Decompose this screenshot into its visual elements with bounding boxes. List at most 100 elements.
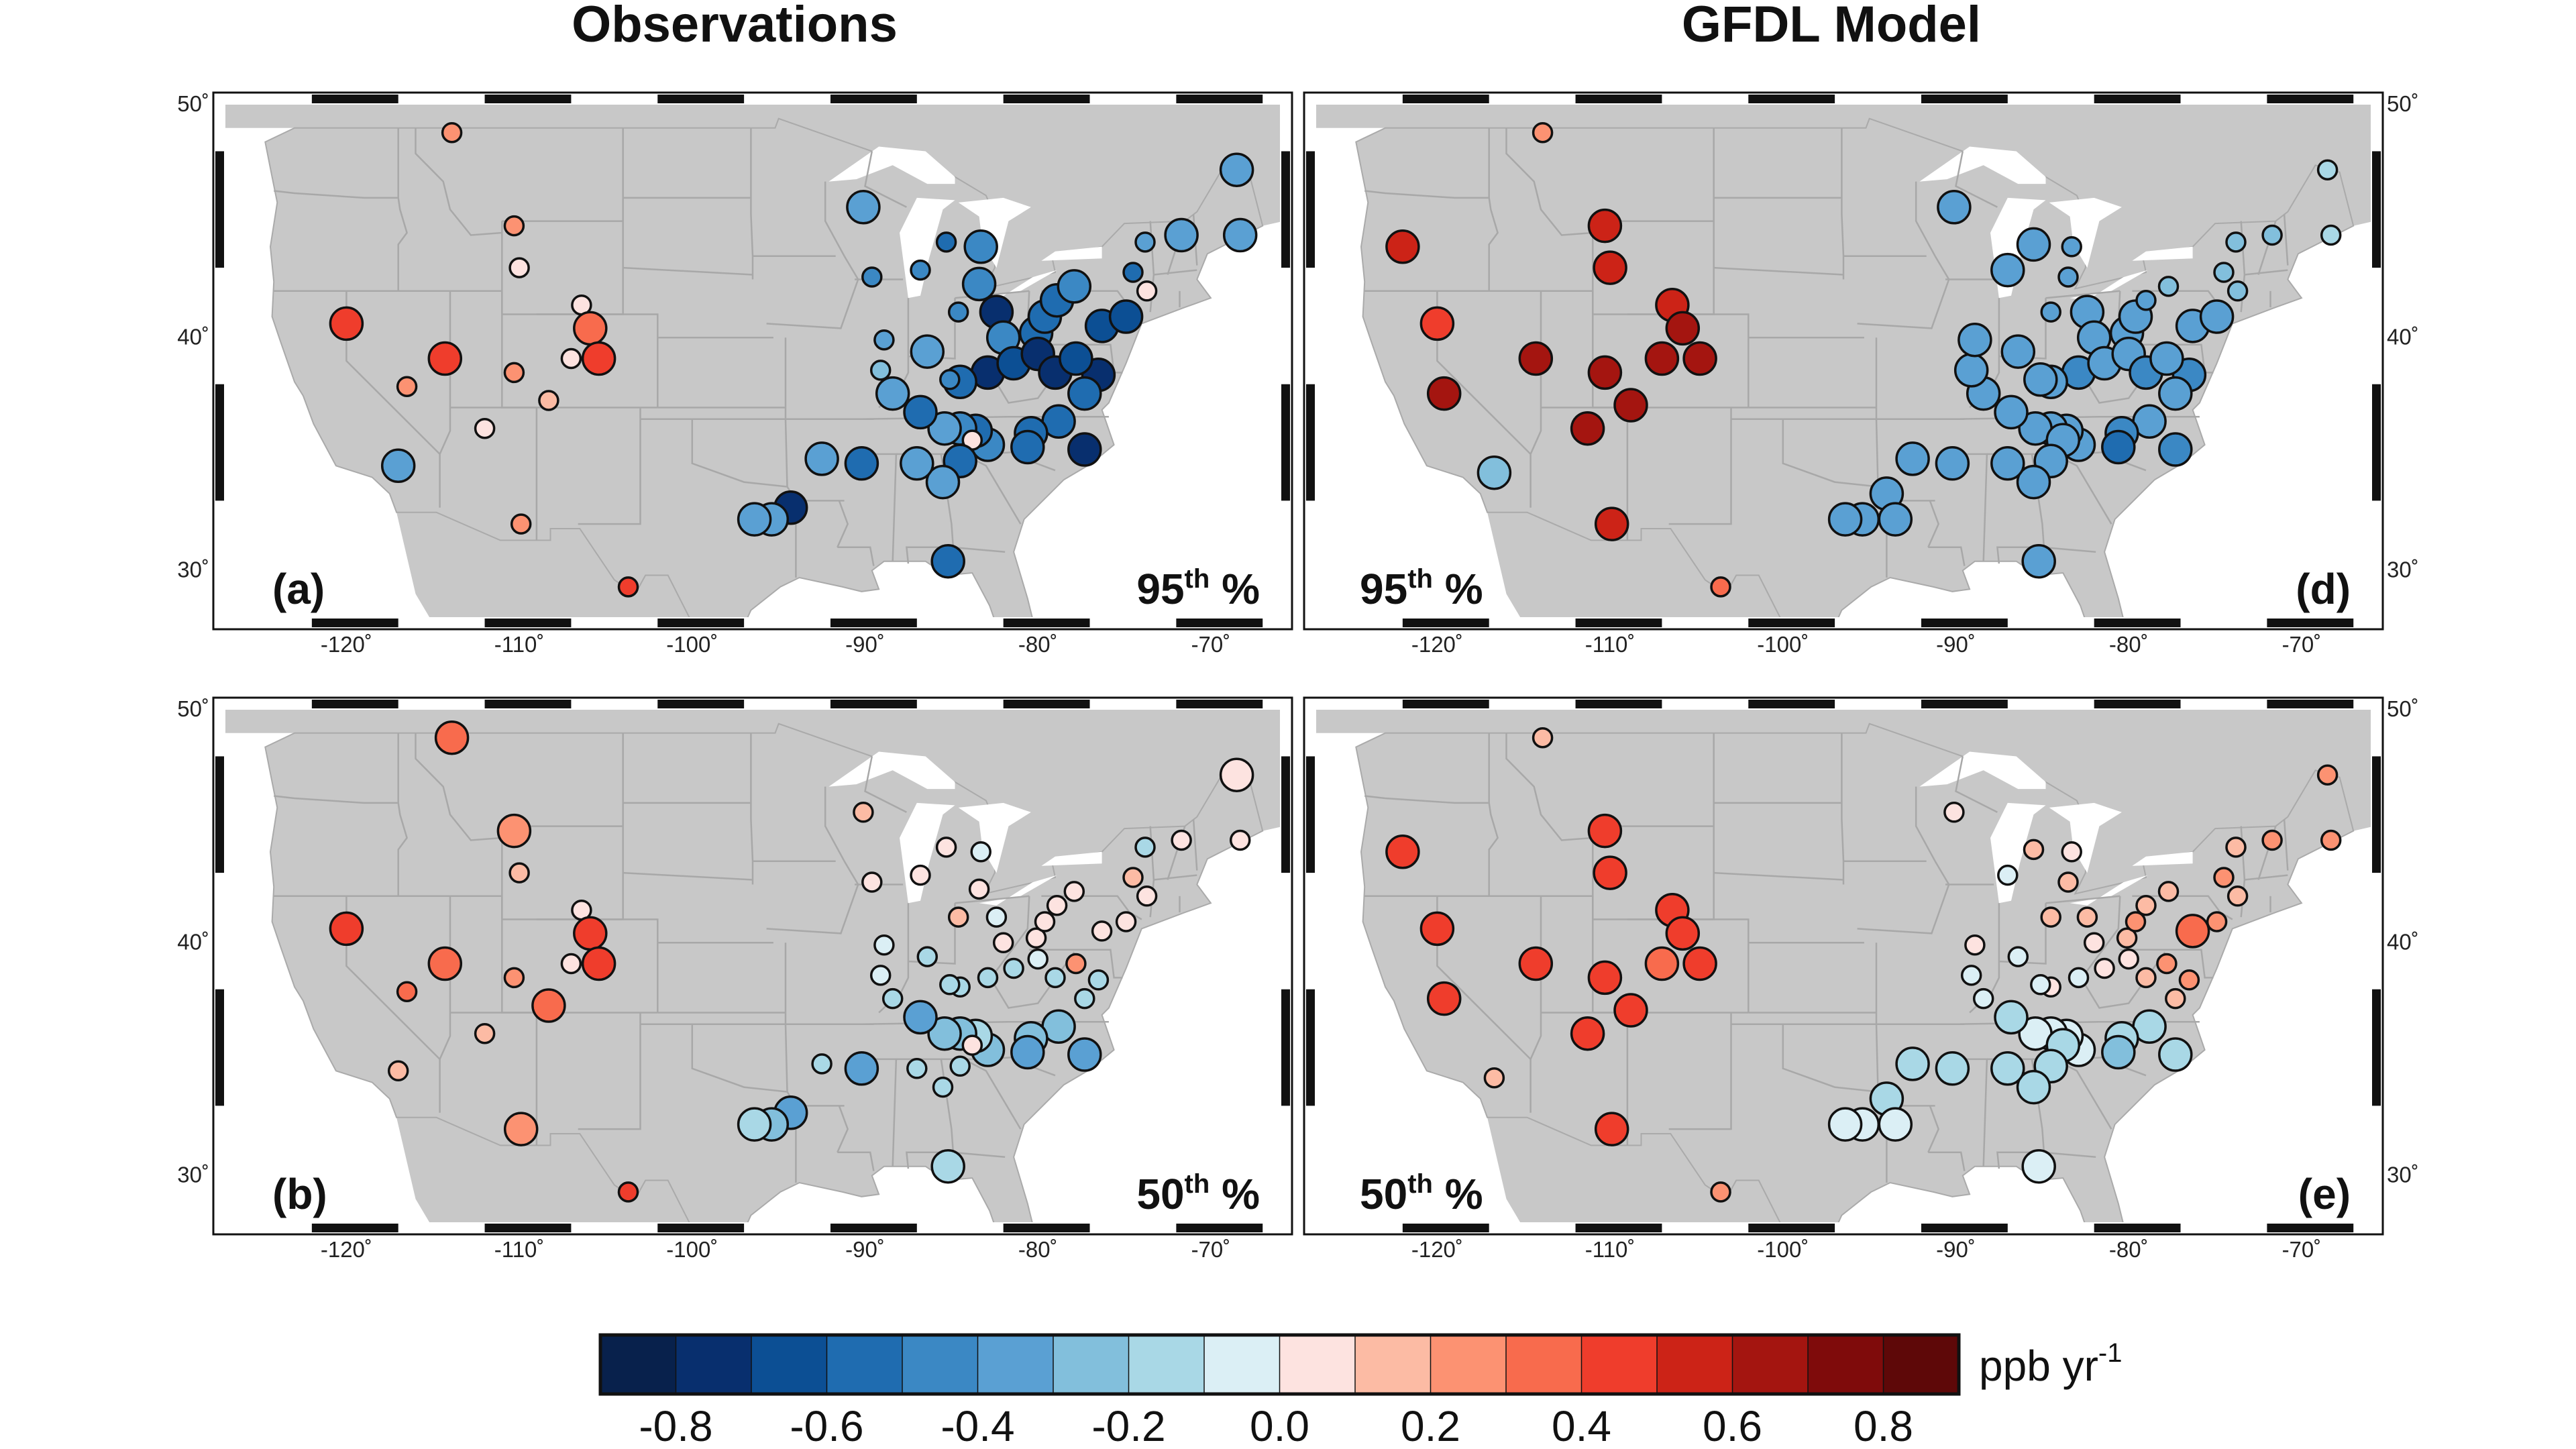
station-marker [2261, 224, 2283, 246]
state-border [1529, 896, 1542, 1060]
frame-segment [1748, 1224, 1835, 1232]
frame-segment [657, 619, 745, 627]
station-marker [2076, 906, 2098, 928]
station-marker [617, 576, 639, 598]
station-marker [1593, 250, 1627, 285]
lon-tick-label: -120˚ [1411, 1237, 1463, 1262]
great-lake [1041, 246, 1102, 261]
frame-segment [2267, 95, 2354, 103]
state-border [2244, 874, 2288, 881]
map-area [1316, 710, 2371, 1222]
colorbar-tick-label: -0.4 [941, 1402, 1014, 1449]
percentile-label: 50th % [1136, 1169, 1260, 1218]
station-marker [910, 864, 931, 886]
state-border [837, 546, 875, 566]
frame-segment [215, 756, 224, 873]
station-marker [1990, 1051, 2025, 1086]
station-marker [2057, 871, 2079, 893]
land-usa [1355, 722, 2355, 1222]
state-border [2283, 819, 2289, 871]
great-lake [2070, 270, 2148, 301]
station-marker [2118, 948, 2139, 970]
station-marker [1594, 506, 1629, 541]
station-marker [2040, 301, 2061, 323]
station-marker [2030, 974, 2051, 996]
station-marker [380, 448, 416, 484]
station-marker [811, 1053, 833, 1075]
great-lake [2070, 875, 2148, 906]
colorbar-tick-label: 0.6 [1703, 1402, 1762, 1449]
station-marker [1385, 835, 1420, 869]
state-border [1029, 949, 1123, 979]
frame-segment [1306, 989, 1315, 1106]
frame-segment [1575, 700, 1662, 708]
station-marker [2226, 280, 2249, 302]
frame-segment [1748, 619, 1835, 627]
station-marker [1108, 299, 1144, 334]
state-border [439, 896, 451, 1060]
station-marker [538, 390, 559, 411]
lon-tick-label: -70˚ [2282, 632, 2322, 657]
percentile-ordinal: th [1407, 564, 1433, 594]
colorbar-unit-label: ppb yr-1 [1979, 1338, 2122, 1390]
station-marker [1990, 252, 2025, 288]
land-canada [1316, 105, 2371, 289]
station-marker [1935, 446, 1970, 481]
station-marker [1477, 455, 1512, 490]
map-panels: 30˚ 40˚ 50˚ -120˚ -110˚ -100˚ -90˚ -80˚ -70˚ (a) 9… [177, 91, 2418, 1262]
station-marker [2225, 231, 2247, 253]
station-marker [2316, 764, 2339, 786]
state-border [1592, 290, 1629, 541]
colorbar-swatch [902, 1335, 978, 1394]
colorbar-swatch [1506, 1335, 1582, 1394]
station-marker [2135, 894, 2157, 916]
station-marker [2135, 289, 2157, 311]
station-marker [1587, 960, 1623, 996]
lat-tick-label: 30˚ [177, 1163, 209, 1187]
percentile-symbol: % [1210, 565, 1260, 613]
station-marker [1943, 802, 1965, 823]
station-marker [508, 862, 530, 883]
station-marker [949, 1055, 971, 1077]
frame-segment [484, 619, 572, 627]
station-marker [1972, 987, 1994, 1010]
state-border [578, 407, 641, 525]
station-marker [1935, 1051, 1970, 1086]
station-marker [1134, 837, 1156, 858]
station-marker [2021, 543, 2056, 579]
frame-segment [1176, 95, 1263, 103]
lon-tick-label: -80˚ [2109, 1237, 2149, 1262]
station-marker [1010, 1034, 1045, 1070]
lon-tick-label: -70˚ [1191, 1237, 1231, 1262]
station-marker [1027, 948, 1049, 970]
state-border [1955, 151, 1998, 208]
station-marker [1385, 229, 1420, 264]
frame-segment [2094, 700, 2181, 708]
frame-segment [215, 384, 224, 501]
station-marker [1593, 855, 1627, 890]
great-lake [2132, 246, 2193, 261]
great-lake [958, 802, 1031, 873]
frame-segment [657, 1224, 745, 1232]
station-marker [930, 1148, 965, 1184]
colorbar: -0.8 -0.6 -0.4 -0.2 0.0 0.2 0.4 0.6 0.8 [598, 1333, 1961, 1449]
land-canada [1316, 710, 2371, 894]
station-marker [2101, 429, 2136, 465]
lon-tick-label: -80˚ [2109, 632, 2149, 657]
state-border [1364, 795, 1489, 804]
station-marker [1074, 987, 1095, 1010]
state-border [1986, 1058, 2045, 1169]
state-border [439, 290, 451, 455]
state-border [1488, 733, 1499, 896]
state-border [1529, 290, 1542, 455]
state-border [1955, 756, 1998, 813]
station-marker [1990, 446, 2025, 481]
state-border [1668, 1012, 1732, 1130]
state-border [955, 895, 1030, 904]
station-marker [2226, 885, 2249, 907]
frame-segment [484, 700, 572, 708]
state-border [1915, 786, 1936, 862]
state-border [837, 1151, 875, 1171]
station-marker [1878, 502, 1913, 537]
